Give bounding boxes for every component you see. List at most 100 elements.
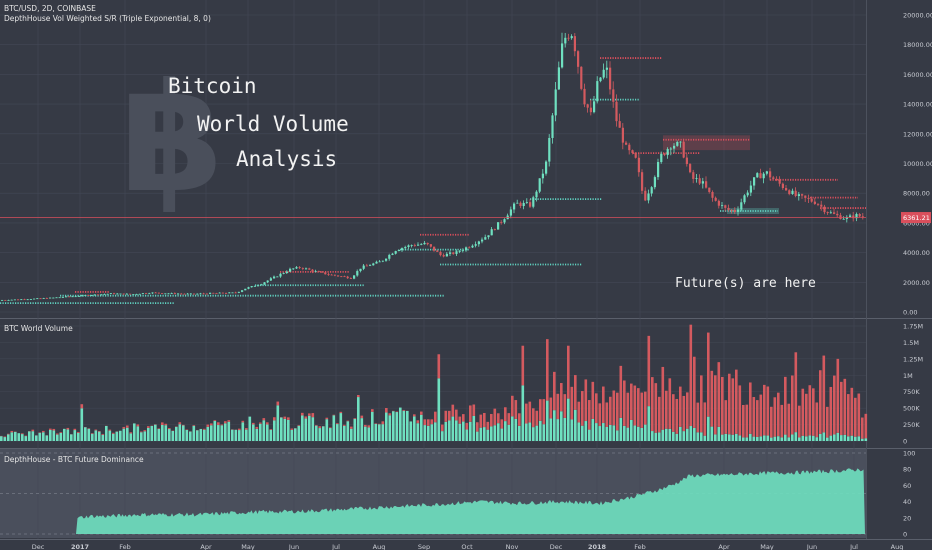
volume-bar [322, 426, 325, 441]
candle-body [669, 148, 672, 150]
volume-bar [17, 433, 21, 441]
candle-body [849, 215, 852, 218]
volume-bar [465, 429, 469, 441]
candle-body [189, 293, 192, 295]
volume-bar [462, 414, 465, 422]
volume-bar [721, 376, 724, 435]
candle-body [20, 299, 23, 301]
candle-body [554, 89, 557, 116]
x-tick-label: Apr [200, 543, 212, 550]
candle-body [449, 252, 452, 254]
volume-bar [122, 428, 126, 441]
volume-bar [581, 391, 584, 426]
volume-bar [388, 415, 392, 441]
candle-body [167, 293, 170, 295]
candle-body [170, 293, 173, 294]
candle-body [487, 235, 490, 238]
candle-body [324, 272, 327, 275]
x-tick-label: Jun [806, 543, 817, 550]
candle-body [113, 293, 116, 295]
volume-bar [444, 410, 448, 422]
candle-body [490, 229, 493, 236]
candle-body [842, 218, 845, 220]
candle-body [474, 244, 477, 246]
volume-bar [269, 429, 273, 430]
volume-bar [850, 387, 854, 436]
volume-bar [616, 392, 619, 431]
volume-bar [742, 404, 745, 438]
volume-bar [444, 421, 448, 441]
volume-bar [577, 422, 581, 441]
candle-body [580, 66, 583, 89]
volume-bar [437, 354, 441, 379]
candle-body [503, 219, 506, 223]
volume-bar [854, 436, 857, 441]
volume-bar [462, 421, 465, 441]
candle-body [679, 141, 682, 143]
volume-bar [833, 375, 836, 435]
volume-bar [514, 400, 518, 419]
volume-bar [560, 411, 563, 441]
volume-tick-label: 0 [903, 438, 907, 446]
volume-bar [833, 434, 836, 441]
volume-bar [318, 428, 322, 441]
volume-bar [31, 431, 35, 441]
current-price-label: 6361.21 [903, 214, 930, 222]
volume-bar [59, 432, 63, 441]
candle-body [381, 260, 384, 262]
volume-bar [203, 428, 206, 430]
volume-bar [735, 433, 738, 441]
candle-body [519, 202, 522, 207]
candle-body [609, 67, 612, 90]
volume-bar [511, 395, 514, 417]
volume-bar [689, 324, 693, 427]
volume-bar [556, 419, 560, 441]
volume-bar [756, 436, 759, 441]
volume-bar [10, 430, 14, 433]
candle-body [465, 247, 468, 251]
volume-bar [101, 434, 105, 441]
volume-bar [385, 412, 388, 441]
volume-bar [829, 386, 833, 436]
volume-bar [84, 427, 87, 441]
candle-body [541, 173, 544, 179]
volume-bar [479, 427, 483, 441]
volume-bar [325, 419, 329, 441]
volume-bar [168, 429, 171, 441]
volume-bar [336, 424, 339, 441]
x-tick-label: Dec [32, 543, 45, 550]
candle-body [132, 294, 135, 295]
price-tick-label: 0.00 [903, 309, 917, 317]
volume-bar [752, 397, 756, 437]
volume-bar [542, 399, 546, 425]
volume-bar [731, 378, 735, 435]
candle-body [663, 153, 666, 156]
volume-bar [822, 432, 826, 441]
volume-bar [308, 415, 311, 441]
candle-body [29, 299, 32, 300]
volume-bar [63, 428, 66, 441]
volume-bar [206, 424, 210, 427]
volume-bar [273, 417, 276, 421]
volume-bar [353, 418, 357, 441]
candle-body [621, 127, 624, 143]
candle-body [737, 209, 740, 212]
volume-bar [91, 433, 94, 434]
volume-bar [70, 434, 73, 441]
volume-bar [469, 405, 472, 422]
volume-bar [469, 421, 472, 441]
candle-body [769, 171, 772, 178]
volume-bar [301, 415, 304, 441]
volume-bar [528, 422, 532, 441]
volume-pane-label: BTC World Volume [4, 324, 73, 333]
volume-bar [605, 426, 609, 441]
volume-bar [749, 382, 752, 434]
volume-bar [336, 423, 339, 425]
volume-bar [567, 345, 570, 399]
volume-bar [661, 366, 665, 430]
candle-body [42, 298, 45, 299]
volume-bar [731, 434, 735, 441]
volume-bar [423, 425, 427, 441]
volume-tick-label: 750K [903, 388, 920, 396]
volume-bar [836, 432, 840, 441]
